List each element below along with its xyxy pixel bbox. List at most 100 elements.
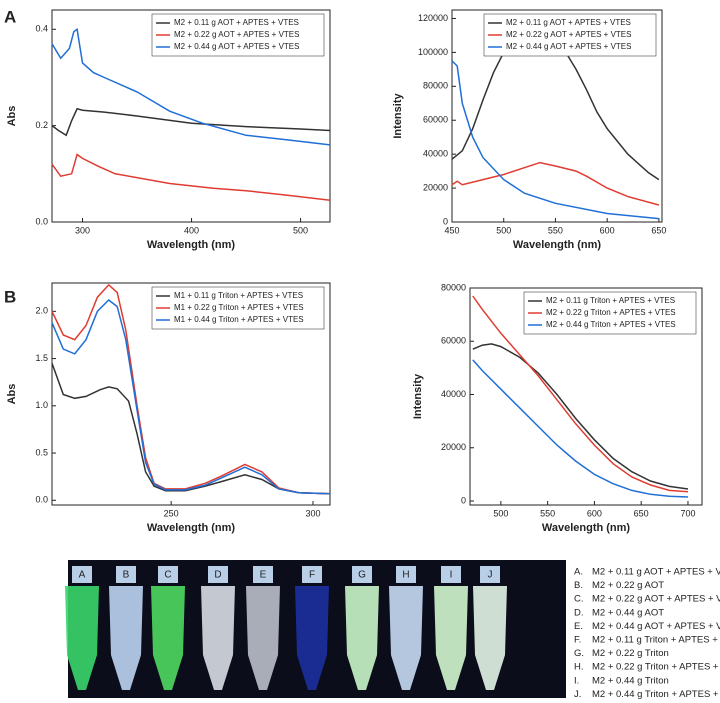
key-letter: E. (574, 621, 583, 632)
tube (434, 586, 468, 690)
y-tick-label: 0 (461, 495, 466, 505)
tube (151, 586, 185, 690)
x-tick-label: 300 (305, 508, 320, 518)
tube-label-box (352, 566, 372, 583)
tube-label: C (164, 570, 171, 581)
y-tick-label: 0.5 (35, 447, 48, 457)
legend-label: M2 + 0.22 g AOT + APTES + VTES (506, 30, 631, 39)
tube-label-box (396, 566, 416, 583)
y-tick-label: 0.0 (35, 216, 48, 226)
series-line (51, 283, 331, 495)
x-axis-label: Wavelength (nm) (147, 522, 236, 534)
key-letter: G. (574, 648, 584, 659)
series-line (51, 153, 331, 202)
plot-frame (451, 9, 663, 223)
tube-label: G (358, 570, 366, 581)
x-axis-label: Wavelength (nm) (542, 522, 631, 534)
y-tick-label: 60000 (423, 115, 448, 125)
key-text: M2 + 0.44 g AOT (592, 607, 664, 618)
series-line (451, 161, 660, 206)
tube-label-box (116, 566, 136, 583)
y-axis-label: Intensity (392, 93, 404, 139)
tube-label-box (480, 566, 500, 583)
tube (201, 586, 235, 690)
y-tick-label: 20000 (441, 442, 466, 452)
x-tick-label: 650 (634, 508, 649, 518)
legend-label: M1 + 0.11 g Triton + APTES + VTES (174, 291, 303, 300)
y-tick-label: 60000 (441, 336, 466, 346)
x-tick-label: 250 (164, 508, 179, 518)
y-tick-label: 2.0 (35, 306, 48, 316)
key-letter: B. (574, 580, 583, 591)
series-line (472, 295, 689, 493)
tube-label: D (214, 570, 221, 581)
tube-label-box (208, 566, 228, 583)
y-tick-label: 0 (443, 216, 448, 226)
x-axis-label: Wavelength (nm) (513, 239, 602, 251)
tube-label-box (302, 566, 322, 583)
tube (473, 586, 507, 690)
tube-label: F (309, 570, 315, 581)
key-letter: J. (574, 689, 581, 700)
key-letter: A. (574, 567, 583, 578)
legend-label: M2 + 0.11 g AOT + APTES + VTES (506, 18, 631, 27)
x-axis-label: Wavelength (nm) (147, 239, 236, 251)
y-tick-label: 1.5 (35, 353, 48, 363)
tube (295, 586, 329, 690)
x-tick-label: 650 (651, 225, 666, 235)
panel-label: A (4, 7, 16, 26)
y-tick-label: 20000 (423, 182, 448, 192)
tube-label-box (72, 566, 92, 583)
tube-label-box (253, 566, 273, 583)
legend-label: M2 + 0.44 g Triton + APTES + VTES (546, 320, 676, 329)
legend-label: M2 + 0.11 g AOT + APTES + VTES (174, 18, 299, 27)
y-tick-label: 40000 (423, 149, 448, 159)
x-tick-label: 550 (548, 225, 563, 235)
tube (109, 586, 143, 690)
series-line (51, 363, 331, 495)
legend-label: M2 + 0.11 g Triton + APTES + VTES (546, 296, 675, 305)
key-text: M2 + 0.44 g Triton + APTES + VTES (592, 689, 720, 700)
y-tick-label: 0.0 (35, 495, 48, 505)
tube-label: J (488, 570, 493, 581)
key-text: M2 + 0.44 g Triton (592, 675, 669, 686)
legend-box (151, 13, 325, 57)
key-text: M2 + 0.22 g AOT + APTES + VTES (592, 594, 720, 605)
x-tick-label: 400 (184, 225, 199, 235)
key-text: M2 + 0.44 g AOT + APTES + VTES (592, 621, 720, 632)
x-tick-label: 500 (293, 225, 308, 235)
series-line (51, 299, 331, 495)
y-tick-label: 100000 (418, 47, 448, 57)
plot-frame (51, 282, 331, 506)
tube-label-box (158, 566, 178, 583)
x-tick-label: 550 (540, 508, 555, 518)
legend-label: M1 + 0.22 g Triton + APTES + VTES (174, 303, 304, 312)
key-letter: F. (574, 635, 581, 646)
key-letter: I. (574, 675, 579, 686)
key-letter: C. (574, 594, 584, 605)
y-tick-label: 120000 (418, 13, 448, 23)
tube (345, 586, 379, 690)
x-tick-label: 450 (444, 225, 459, 235)
legend-label: M2 + 0.22 g AOT + APTES + VTES (174, 30, 299, 39)
legend-label: M2 + 0.22 g Triton + APTES + VTES (546, 308, 676, 317)
x-tick-label: 700 (680, 508, 695, 518)
plot-frame (469, 287, 703, 506)
x-tick-label: 300 (75, 225, 90, 235)
tube-label: A (79, 570, 86, 581)
key-text: M2 + 0.22 g Triton + APTES + VTES (592, 662, 720, 673)
tube-label: E (260, 570, 267, 581)
tube (389, 586, 423, 690)
tube (65, 586, 99, 690)
series-line (451, 60, 659, 220)
y-axis-label: Intensity (412, 373, 424, 419)
key-text: M2 + 0.22 g Triton (592, 648, 669, 659)
legend-label: M1 + 0.44 g Triton + APTES + VTES (174, 315, 304, 324)
legend-label: M2 + 0.44 g AOT + APTES + VTES (506, 42, 631, 51)
series-line (472, 359, 689, 498)
legend-label: M2 + 0.44 g AOT + APTES + VTES (174, 42, 299, 51)
y-axis-label: Abs (6, 106, 18, 127)
key-text: M2 + 0.11 g Triton + APTES + VTES (592, 635, 720, 646)
key-letter: D. (574, 607, 584, 618)
